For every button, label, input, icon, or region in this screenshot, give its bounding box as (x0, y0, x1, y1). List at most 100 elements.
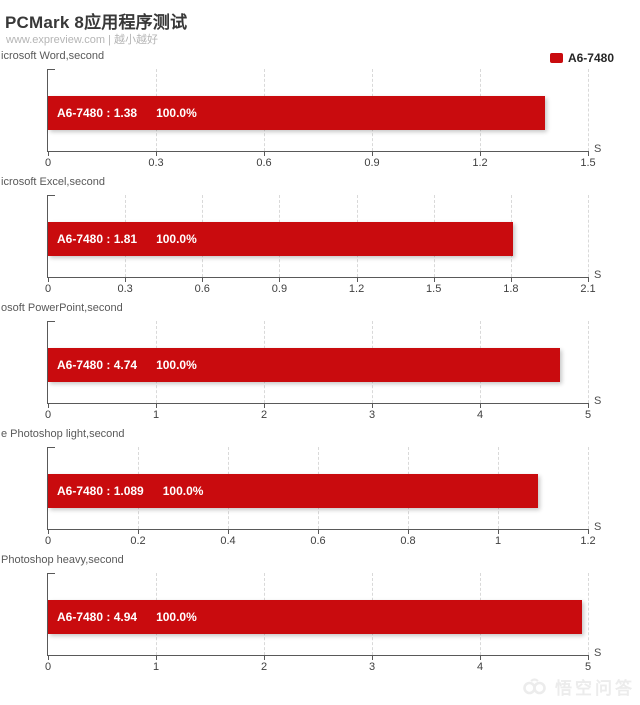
legend-label: A6-7480 (567, 51, 614, 65)
plot-area: A6-7480 : 4.94 100.0% S 0 1 2 3 4 5 (45, 573, 601, 673)
axis-tick-label: 0.2 (130, 535, 146, 547)
legend-color-swatch (549, 53, 563, 63)
bar-value-label: A6-7480 : 1.089 (57, 484, 144, 498)
bar-percent-label: 100.0% (162, 484, 204, 498)
axis-tick (264, 655, 265, 660)
bar-a6-7480: A6-7480 : 1.089 100.0% (48, 474, 539, 508)
axis-tick-label: 0.4 (220, 535, 236, 547)
chart-title: Photoshop heavy,second (1, 554, 124, 566)
axis-tick (48, 529, 49, 534)
bar-a6-7480: A6-7480 : 1.81 100.0% (48, 222, 514, 256)
bar-a6-7480: A6-7480 : 4.94 100.0% (48, 600, 582, 634)
chart-microsoft-word: icrosoft Word,second A6-7480 : 1.38 100.… (0, 45, 640, 171)
axis-tick-label: 4 (476, 409, 484, 421)
chart-title: icrosoft Word,second (1, 50, 105, 62)
axis-tick-label: 0 (44, 661, 52, 673)
axis-tick-label: 0.3 (117, 283, 133, 295)
axis-tick-label: 0 (44, 283, 52, 295)
charts-container: icrosoft Word,second A6-7480 : 1.38 100.… (0, 45, 640, 675)
axis-tick (138, 529, 139, 534)
plot-area: A6-7480 : 4.74 100.0% S 0 1 2 3 4 5 (45, 321, 601, 421)
bar-percent-label: 100.0% (156, 106, 197, 120)
axis-tick (48, 403, 49, 408)
axis-tick (156, 655, 157, 660)
chart-title: icrosoft Excel,second (1, 176, 105, 188)
axis-unit-label: S (594, 647, 602, 659)
axis-tick-label: 1.2 (348, 283, 365, 295)
axis-tick (588, 655, 589, 660)
axis-tick-label: 1 (152, 661, 160, 673)
chart-photoshop-heavy: Photoshop heavy,second A6-7480 : 4.94 10… (0, 549, 640, 675)
chart-photoshop-light: e Photoshop light,second A6-7480 : 1.089… (0, 423, 640, 549)
chart-title: osoft PowerPoint,second (1, 302, 123, 314)
page-title: PCMark 8应用程序测试 (5, 13, 188, 32)
gridline (588, 447, 589, 529)
gridline (588, 195, 589, 277)
chart-microsoft-powerpoint: osoft PowerPoint,second A6-7480 : 4.74 1… (0, 297, 640, 423)
axis-tick-label: 0.6 (256, 157, 272, 169)
axis-tick (498, 529, 499, 534)
axis-tick-label: 4 (476, 661, 484, 673)
axis-tick-label: 0.9 (364, 157, 380, 169)
bar-value-label: A6-7480 : 4.74 (57, 358, 138, 372)
axis-tick-label: 0.6 (310, 535, 326, 547)
axis-tick (588, 277, 589, 282)
bar-a6-7480: A6-7480 : 4.74 100.0% (48, 348, 560, 382)
axis-tick-label: 0 (44, 409, 52, 421)
watermark-text: 悟空问答 (555, 679, 635, 698)
bar-percent-label: 100.0% (156, 610, 197, 624)
axis-tick-label: 1.2 (472, 157, 488, 169)
axis-tick (588, 529, 589, 534)
watermark-wukong: 悟空问答 (521, 674, 635, 699)
axis-tick-label: 1 (152, 409, 160, 421)
axis-tick (433, 277, 435, 282)
axis-tick (279, 277, 281, 282)
axis-tick-label: 0.3 (148, 157, 164, 169)
legend: A6-7480 (549, 51, 614, 65)
bar-a6-7480: A6-7480 : 1.38 100.0% (48, 96, 545, 130)
axis-unit-label: S (594, 521, 602, 533)
axis-tick-label: 3 (368, 661, 376, 673)
axis-tick-label: 1.2 (580, 535, 596, 547)
axis-unit-label: S (594, 269, 602, 281)
axis-tick-label: 3 (368, 409, 376, 421)
bar-value-label: A6-7480 : 1.38 (57, 106, 138, 120)
axis-tick (228, 529, 229, 534)
chart-title: e Photoshop light,second (1, 428, 125, 440)
axis-tick-label: 2.1 (580, 283, 596, 295)
axis-tick-label: 1.8 (503, 283, 519, 295)
axis-tick-label: 0 (44, 157, 52, 169)
axis-tick-label: 0.9 (271, 283, 288, 295)
wukong-monkey-logo-icon (521, 677, 549, 697)
axis-tick (125, 277, 127, 282)
axis-tick-label: 1.5 (580, 157, 596, 169)
bar-value-label: A6-7480 : 1.81 (57, 232, 138, 246)
axis-tick-label: 5 (584, 409, 592, 421)
axis-tick (202, 277, 204, 282)
bar-percent-label: 100.0% (156, 232, 197, 246)
axis-unit-label: S (594, 143, 602, 155)
chart-microsoft-excel: icrosoft Excel,second A6-7480 : 1.81 100… (0, 171, 640, 297)
axis-tick (408, 529, 409, 534)
axis-tick (318, 529, 319, 534)
axis-tick-label: 0.6 (194, 283, 210, 295)
page-subtitle: www.expreview.com | 越小越好 (6, 34, 159, 46)
axis-tick (372, 655, 373, 660)
axis-tick-label: 1.5 (426, 283, 442, 295)
axis-tick (264, 403, 265, 408)
axis-tick (480, 403, 481, 408)
axis-tick (48, 655, 49, 660)
bar-value-label: A6-7480 : 4.94 (57, 610, 138, 624)
axis-tick-label: 0.8 (400, 535, 416, 547)
gridline (588, 69, 589, 151)
axis-tick (372, 151, 373, 156)
axis-tick (356, 277, 358, 282)
plot-area: A6-7480 : 1.38 100.0% S 0 0.3 0.6 0.9 1.2 1.5 (45, 69, 601, 169)
axis-tick (156, 403, 157, 408)
axis-tick (48, 151, 49, 156)
axis-unit-label: S (594, 395, 602, 407)
axis-tick (588, 151, 589, 156)
axis-tick-label: 1 (494, 535, 502, 547)
axis-tick (48, 277, 49, 282)
